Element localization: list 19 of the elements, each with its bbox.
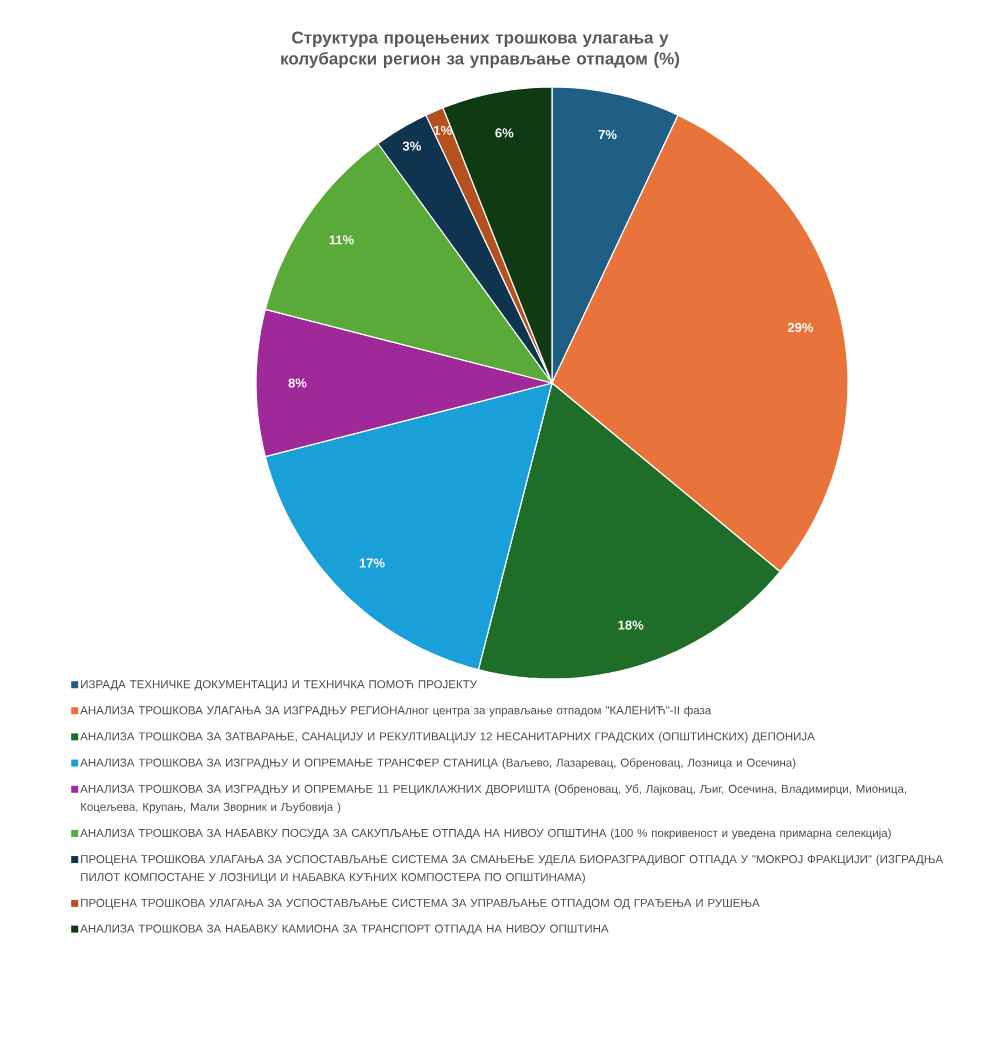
data-label: 6% — [495, 128, 514, 138]
legend-label: АНАЛИЗА ТРОШКОВА ЗА ИЗГРАДЊУ И ОПРЕМАЊЕ 11 РЕЦИКЛАЖНИХ ДВОРИШТА (Обреновац, Уб, Лајковац, Љиг, Осечина, Владимирци, Мионица, Коцељева, Крупањ, Мали Зворник и Љубовија ) — [80, 784, 907, 814]
legend-label: АНАЛИЗА ТРОШКОВА ЗА ЗАТВАРАЊЕ, САНАЦИЈУ И РЕКУЛТИВАЦИЈУ 12 НЕСАНИТАРНИХ ГРАДСКИХ (ОПШТИНСКИХ) ДЕПОНИЈА — [80, 732, 815, 743]
data-label: 8% — [288, 378, 307, 388]
data-label: 11% — [329, 235, 354, 245]
data-label: 29% — [787, 322, 814, 333]
legend-label: ИЗРАДА ТЕХНИЧКЕ ДОКУМЕНТАЦИЈ И ТЕХНИЧКА ПОМОЋ ПРОЈЕКТУ — [81, 680, 478, 691]
legend-label: ПРОЦЕНА ТРОШКОВА УЛАГАЊА ЗА УСПОСТАВЉАЊЕ СИСТЕМА ЗА УПРАВЉАЊЕ ОТПАДОМ ОД ГРАЂЕЊА И РУШЕЊА — [81, 898, 760, 910]
legend-label: АНАЛИЗА ТРОШКОВА ЗА НАБАВКУ ПОСУДА ЗА САКУПЉАЊЕ ОТПАДА НА НИВОУ ОПШТИНА (100 % покривеност и уведена примарна селекција) — [80, 828, 891, 840]
legend-label: АНАЛИЗА ТРОШКОВА УЛАГАЊА ЗА ИЗГРАДЊУ РЕГИОНАлног центра за управљање отпадом "КАЛЕНИЋ"-II фаза — [80, 705, 712, 717]
data-label: 17% — [359, 558, 385, 568]
data-label: 18% — [618, 620, 644, 630]
data-label: 3% — [402, 141, 421, 151]
legend-label: АНАЛИЗА ТРОШКОВА ЗА ИЗГРАДЊУ И ОПРЕМАЊЕ ТРАНСФЕР СТАНИЦА (Ваљево, Лазаревац, Обреновац, Лозница и Осечина) — [80, 758, 796, 769]
legend-label: АНАЛИЗА ТРОШКОВА ЗА НАБАВКУ КАМИОНА ЗА ТРАНСПОРТ ОТПАДА НА НИВОУ ОПШТИНА — [80, 924, 609, 935]
data-label: 7% — [598, 129, 617, 140]
data-label: 1% — [434, 125, 452, 135]
chart-title: Структура процењених трошкова улагања у колубарски регион за управљање отпадом (%) — [281, 31, 680, 68]
legend-label: ПРОЦЕНА ТРОШКОВА УЛАГАЊА ЗА УСПОСТАВЉАЊЕ СИСТЕМА ЗА СМАЊЕЊЕ УДЕЛА БИОРАЗГРАДИВОГ ОТПАДА У "МОКРОЈ ФРАКЦИЈИ" (ИЗГРАДЊА ПИЛОТ КОМПОСТАНЕ У ЛОЗНИЦИ И НАБАВКА КУЋНИХ КОМПОСТЕРА ПО ОПШТИНАМА) — [81, 854, 944, 884]
